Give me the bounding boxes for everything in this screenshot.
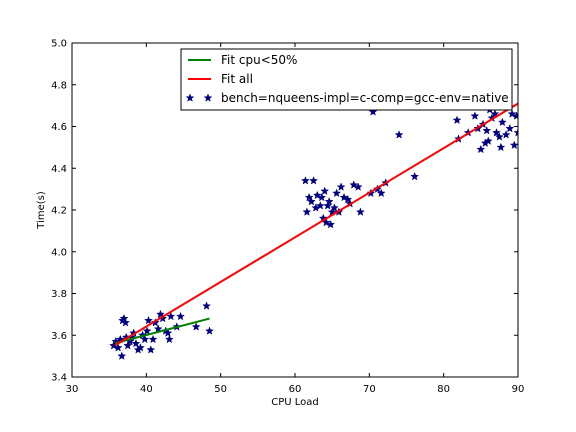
- data-point: [312, 190, 322, 200]
- data-point: [494, 132, 504, 141]
- data-point: [339, 192, 349, 202]
- fit-lines: [114, 102, 518, 347]
- data-point: [336, 182, 346, 191]
- y-tick-label: 3.8: [51, 289, 67, 300]
- fit-line: [114, 317, 210, 345]
- data-point: [153, 324, 163, 333]
- data-point: [163, 328, 173, 337]
- legend-label-fit-all: Fit all: [221, 72, 253, 86]
- legend-box: [180, 48, 513, 111]
- y-tick-label: 5.0: [51, 39, 67, 50]
- data-point: [355, 207, 365, 216]
- data-point: [164, 334, 174, 344]
- x-tick-label: 30: [66, 384, 79, 395]
- data-point: [317, 192, 327, 202]
- data-point: [142, 326, 152, 335]
- legend-label-fit-cpu: Fit cpu<50%: [221, 53, 297, 67]
- data-point: [309, 176, 319, 185]
- data-point: [140, 334, 150, 344]
- y-tick-label: 4.8: [51, 80, 67, 91]
- data-point: [306, 196, 316, 206]
- data-point: [146, 345, 156, 354]
- legend-star-marker: [203, 93, 213, 102]
- data-point: [119, 313, 129, 323]
- legend-star-marker: [185, 93, 195, 102]
- data-point: [497, 117, 507, 127]
- data-point: [166, 311, 176, 321]
- data-point: [376, 188, 386, 198]
- data-point: [476, 144, 486, 154]
- data-point: [304, 192, 314, 202]
- data-point: [501, 130, 511, 139]
- x-tick-label: 40: [140, 384, 153, 395]
- data-point: [205, 326, 214, 335]
- x-tick-label: 70: [363, 384, 376, 395]
- data-point: [158, 313, 168, 323]
- x-tick-label: 80: [437, 384, 450, 395]
- y-tick-label: 4.6: [51, 122, 67, 133]
- data-point: [315, 201, 325, 210]
- data-point: [368, 107, 378, 116]
- y-tick-label: 4.2: [51, 206, 67, 217]
- data-point: [513, 128, 518, 137]
- data-point: [491, 128, 501, 137]
- y-tick-label: 4.0: [51, 247, 67, 258]
- data-point: [482, 125, 492, 135]
- y-tick-label: 3.6: [51, 331, 67, 342]
- data-point: [176, 311, 185, 321]
- data-point: [343, 194, 353, 204]
- data-point: [117, 351, 127, 360]
- y-tick-label: 3.4: [51, 373, 67, 384]
- y-axis-label: Time(s): [36, 191, 47, 230]
- data-point: [148, 334, 158, 344]
- data-point: [394, 130, 404, 139]
- legend: Fit cpu<50% Fit all bench=nqueens-impl=c…: [180, 48, 513, 111]
- data-point: [353, 182, 363, 191]
- x-tick-label: 90: [512, 384, 525, 395]
- data-point: [332, 188, 342, 198]
- data-point: [496, 142, 506, 152]
- data-point: [507, 109, 517, 118]
- data-point: [505, 123, 515, 133]
- legend-label-points: bench=nqueens-impl=c-comp=gcc-env=native: [221, 91, 509, 105]
- data-point: [113, 343, 123, 352]
- y-axis-ticks: 3.4 3.6 3.8 4.0 4.2 4.4 4.6 4.8 5.0: [51, 39, 518, 384]
- data-point: [326, 219, 336, 229]
- x-tick-label: 60: [289, 384, 302, 395]
- data-point: [191, 322, 201, 331]
- data-point: [135, 343, 145, 352]
- data-point: [329, 203, 339, 212]
- data-point: [202, 301, 212, 310]
- data-point: [144, 315, 154, 325]
- data-point: [131, 338, 141, 348]
- data-point: [121, 318, 130, 327]
- data-point: [300, 176, 310, 185]
- x-tick-label: 50: [214, 384, 227, 395]
- legend-swatch-points: [185, 93, 213, 102]
- data-point: [410, 171, 420, 181]
- data-point: [302, 207, 312, 216]
- data-point: [490, 109, 500, 118]
- data-point: [470, 111, 480, 120]
- data-point: [483, 136, 493, 145]
- x-axis-label: CPU Load: [271, 397, 319, 408]
- y-tick-label: 4.4: [51, 164, 67, 175]
- fit-line: [114, 102, 518, 347]
- data-point: [512, 111, 518, 120]
- data-point: [324, 196, 334, 206]
- data-point: [155, 309, 165, 319]
- data-point: [349, 180, 359, 189]
- x-axis-ticks: 30 40 50 60 70 80 90: [66, 43, 525, 395]
- data-point: [123, 340, 133, 350]
- data-point: [452, 115, 462, 125]
- data-point: [320, 186, 330, 196]
- data-point: [509, 140, 518, 150]
